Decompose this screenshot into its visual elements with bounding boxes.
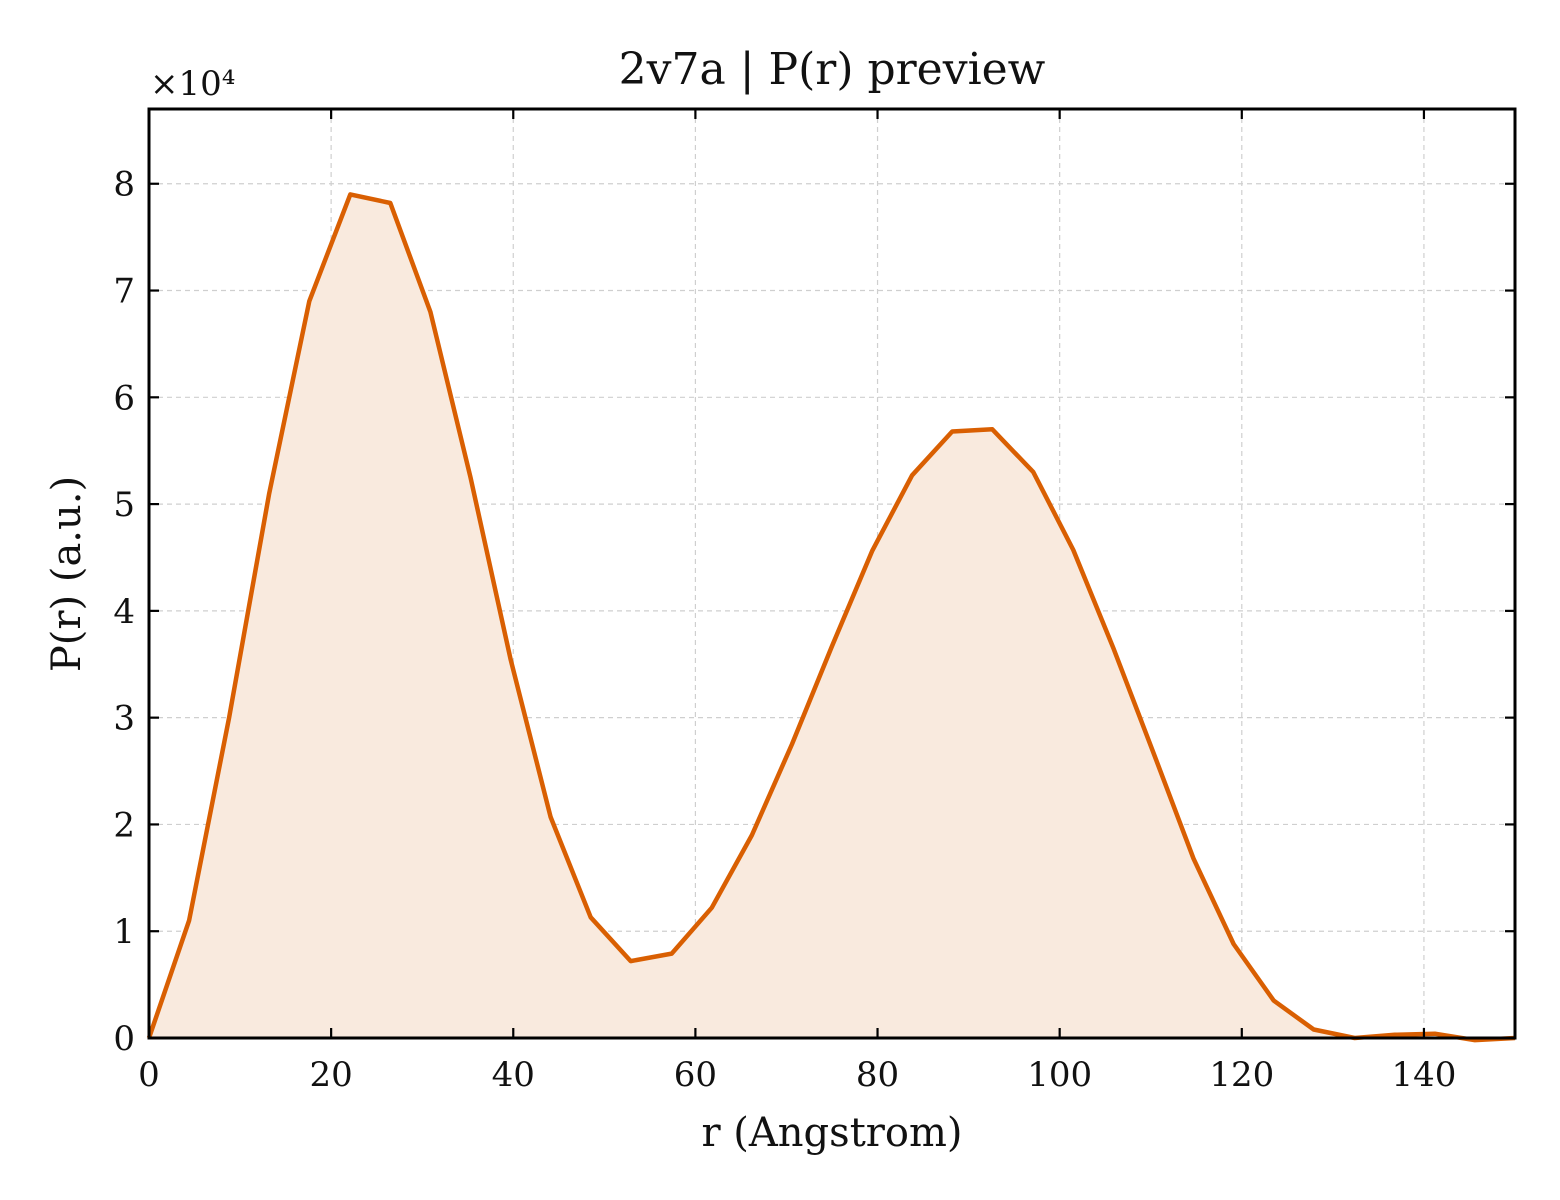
pr-area-fill <box>149 194 1515 1041</box>
axis-ticks <box>147 109 1515 1040</box>
y-tick-label: 6 <box>113 378 135 418</box>
y-tick-label: 5 <box>113 485 135 525</box>
y-tick-label: 4 <box>113 592 135 632</box>
x-tick-label: 140 <box>1391 1055 1456 1095</box>
y-tick-label: 7 <box>113 272 135 312</box>
x-tick-label: 120 <box>1209 1055 1274 1095</box>
y-tick-label: 0 <box>113 1019 135 1059</box>
x-tick-label: 60 <box>674 1055 717 1095</box>
y-tick-label: 1 <box>113 912 135 952</box>
tick-labels: 0 20 40 60 80 100 120 140 0 1 2 3 4 5 6 7 8 <box>113 165 1456 1095</box>
y-axis-label: P(r) (a.u.) <box>44 476 90 672</box>
y-tick-label: 3 <box>113 699 135 739</box>
y-tick-label: 8 <box>113 165 135 205</box>
x-tick-label: 0 <box>138 1055 160 1095</box>
x-tick-label: 100 <box>1027 1055 1092 1095</box>
x-axis-label: r (Angstrom) <box>701 1110 962 1156</box>
y-tick-label: 2 <box>113 805 135 845</box>
x-tick-label: 80 <box>856 1055 899 1095</box>
x-tick-label: 20 <box>310 1055 353 1095</box>
chart-title: 2v7a | P(r) preview <box>619 44 1046 95</box>
x-tick-label: 40 <box>492 1055 535 1095</box>
y-offset-label: ×10⁴ <box>150 64 235 104</box>
plot-frame <box>147 107 1517 1040</box>
